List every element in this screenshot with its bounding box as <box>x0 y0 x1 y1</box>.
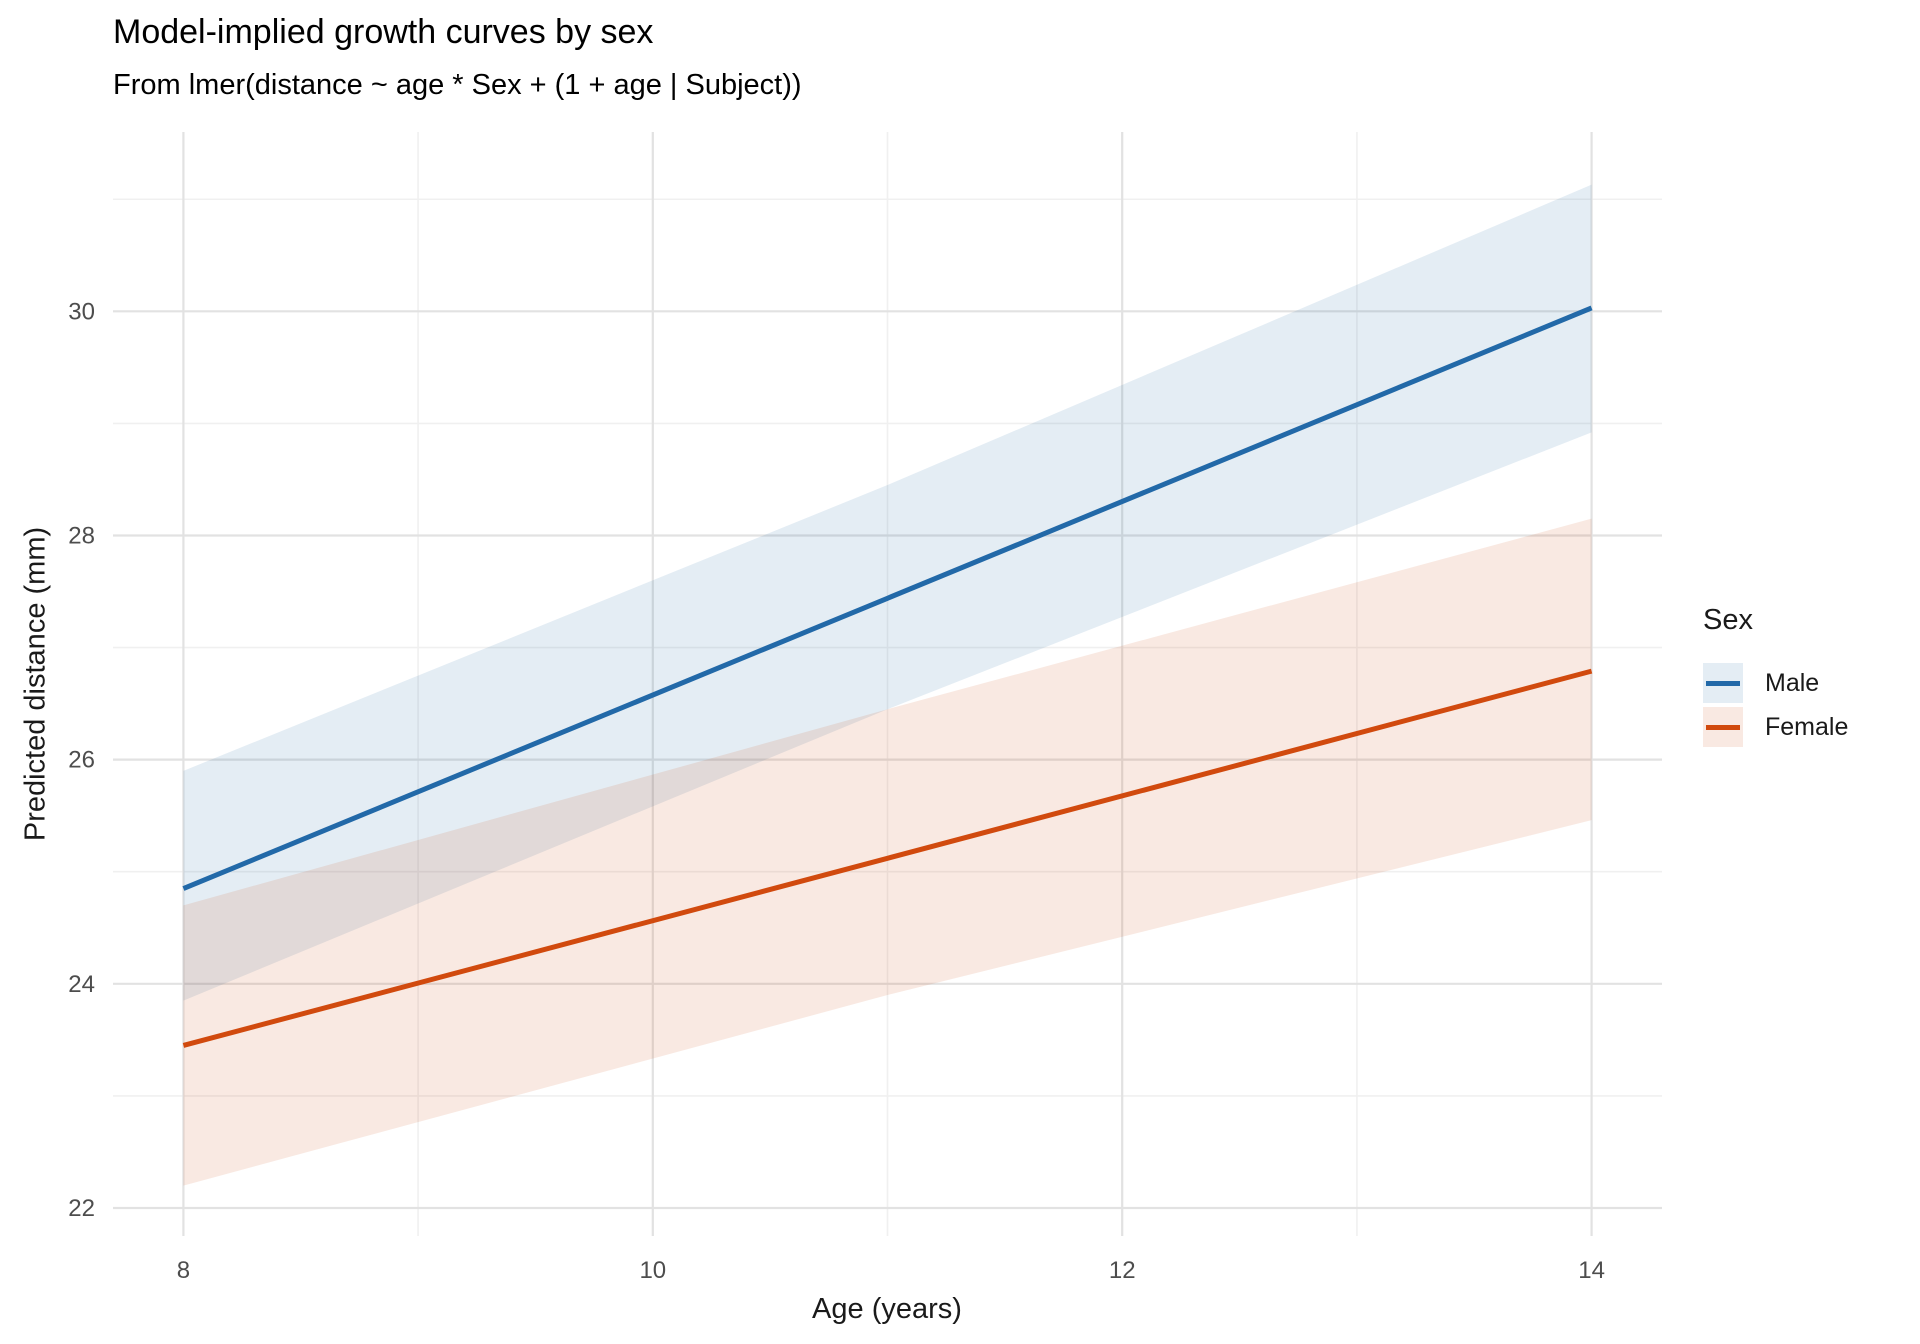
x-axis-title: Age (years) <box>812 1293 962 1325</box>
x-tick-label: 10 <box>639 1257 666 1284</box>
ribbon-female <box>183 518 1592 1186</box>
male-ribbon-swatch <box>1703 663 1743 703</box>
male-line-icon <box>1706 680 1740 686</box>
y-tick-label: 26 <box>68 747 95 774</box>
x-tick-label: 12 <box>1109 1257 1136 1284</box>
x-tick-label: 8 <box>177 1257 190 1284</box>
gridlines-minor <box>113 132 1662 1236</box>
female-ribbon-swatch <box>1703 707 1743 747</box>
line-female <box>182 668 1593 1048</box>
x-tick-label: 14 <box>1578 1257 1605 1284</box>
chart-subtitle: From lmer(distance ~ age * Sex + (1 + ag… <box>113 69 802 101</box>
y-tick-labels: 22 24 26 28 30 <box>68 298 95 1222</box>
line-male <box>182 305 1593 891</box>
x-tick-labels: 8 10 12 14 <box>177 1257 1605 1284</box>
y-tick-label: 22 <box>68 1195 95 1222</box>
legend-row-male: Male <box>1703 661 1848 705</box>
legend: Sex Male Female <box>1703 604 1848 749</box>
female-line-icon <box>1706 724 1740 730</box>
ribbon-male <box>183 184 1592 1001</box>
y-tick-label: 28 <box>68 522 95 549</box>
y-tick-label: 24 <box>68 971 95 998</box>
y-tick-label: 30 <box>68 298 95 325</box>
legend-title: Sex <box>1703 604 1753 636</box>
chart-title: Model-implied growth curves by sex <box>113 13 654 51</box>
legend-label-female: Female <box>1765 712 1849 741</box>
legend-row-female: Female <box>1703 705 1848 749</box>
legend-label-male: Male <box>1765 668 1820 697</box>
gridlines-major <box>113 132 1662 1236</box>
y-axis-title: Predicted distance (mm) <box>19 526 52 842</box>
